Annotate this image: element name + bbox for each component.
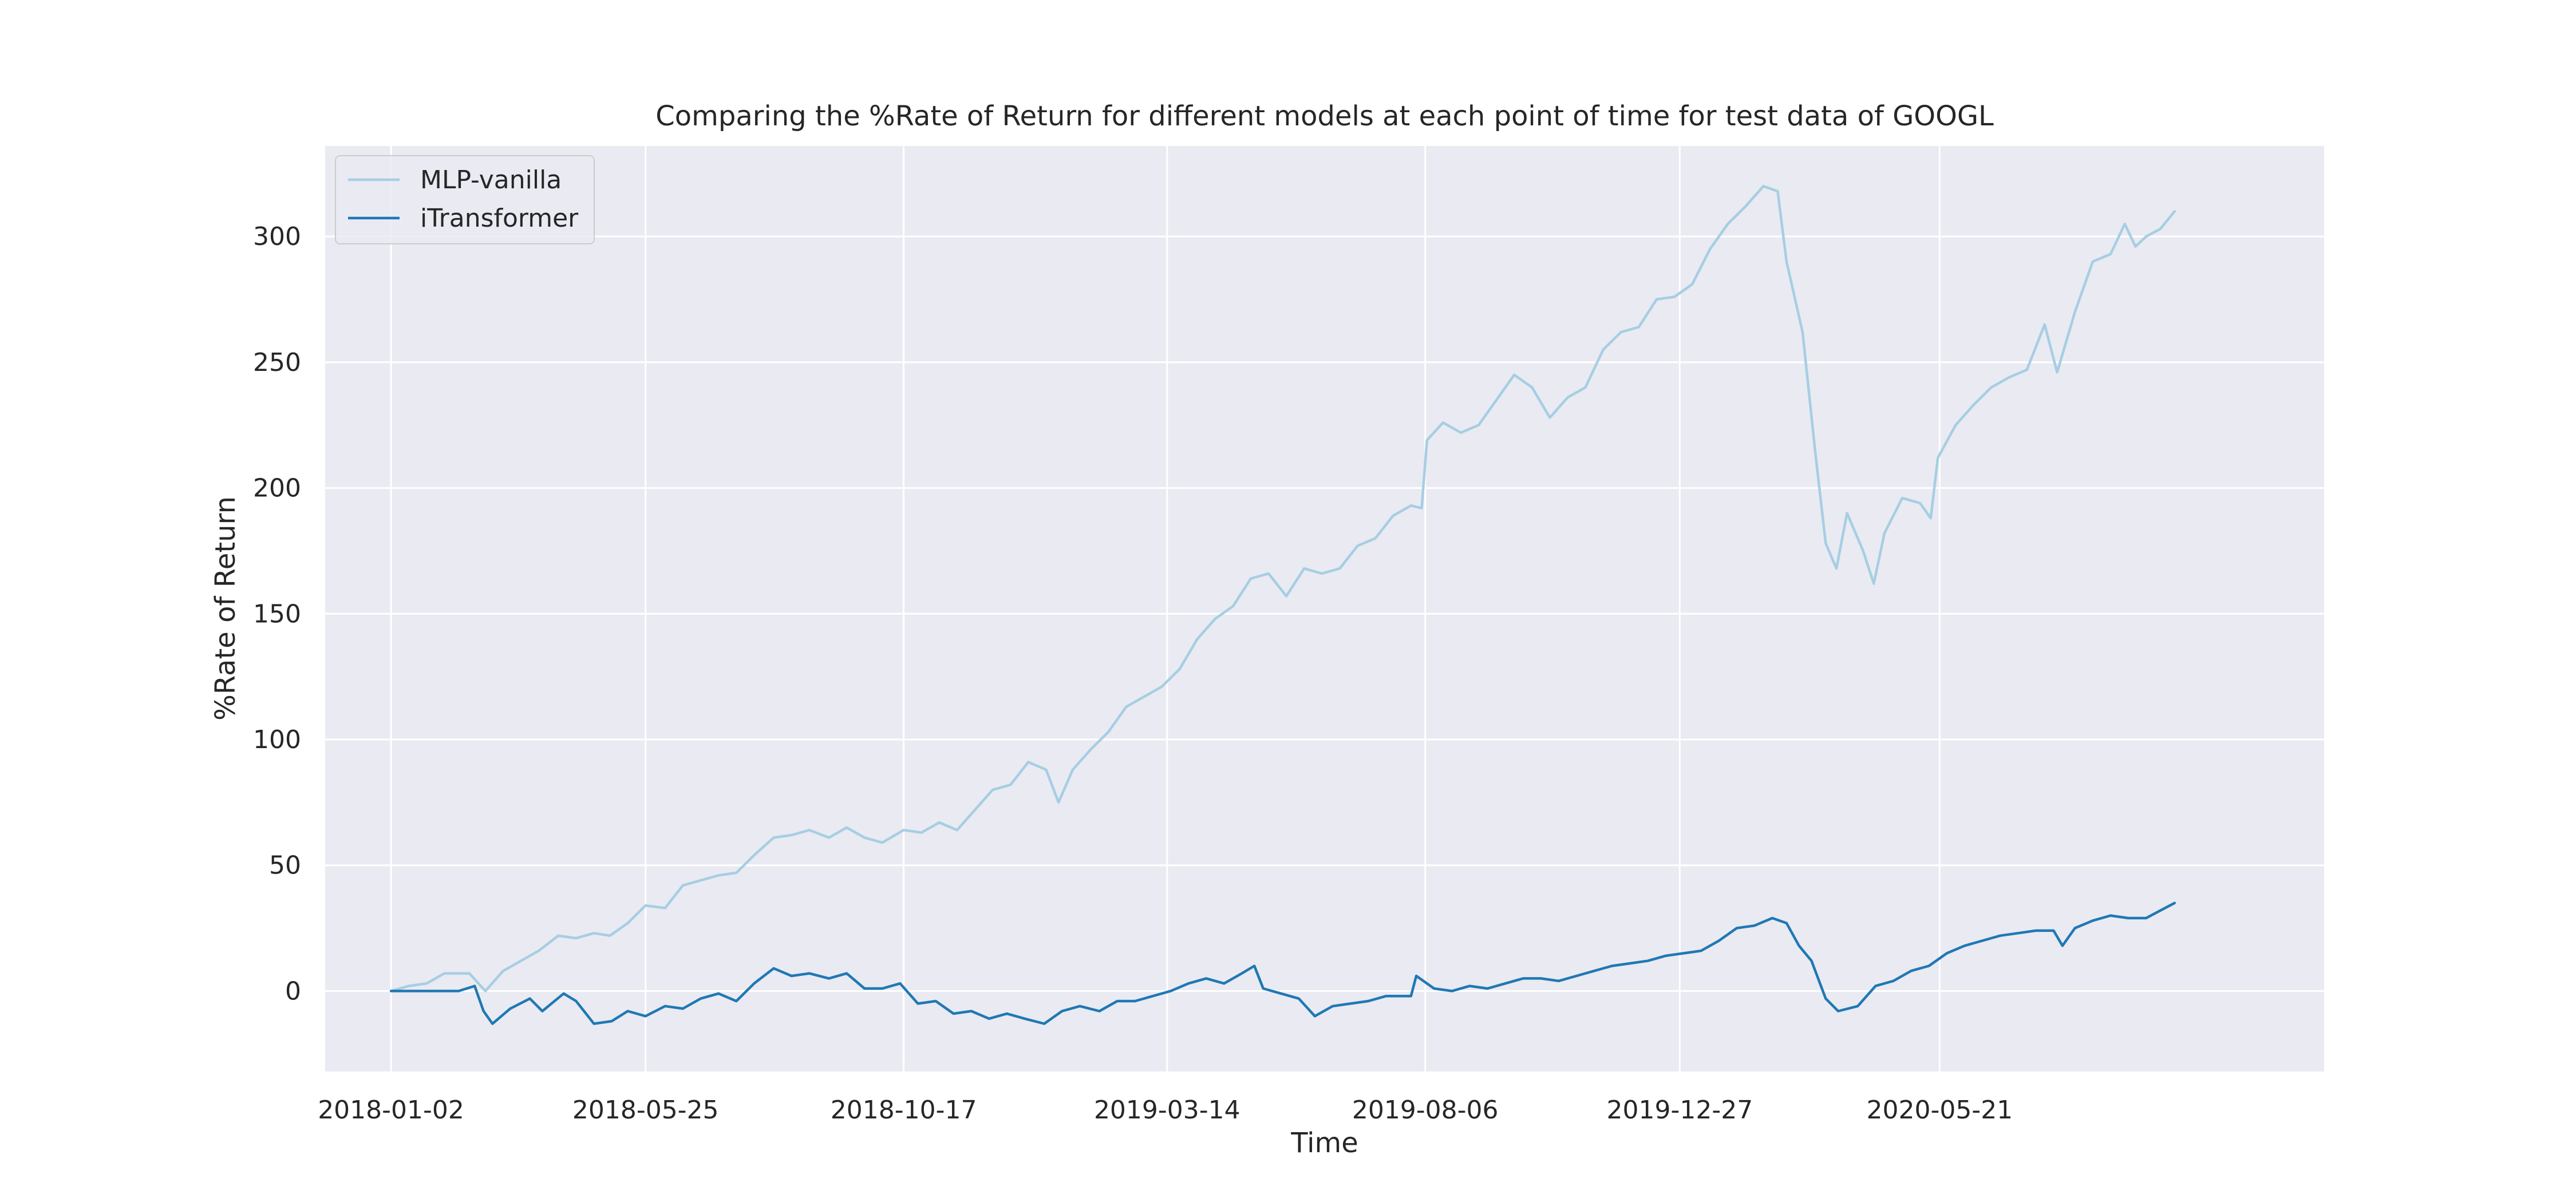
y-axis-label: %Rate of Return: [210, 496, 242, 721]
y-tick-label: 100: [253, 725, 301, 754]
plot-area: [325, 146, 2324, 1071]
x-tick-label: 2018-01-02: [318, 1096, 464, 1125]
y-tick-label: 300: [253, 222, 301, 251]
y-tick-label: 50: [269, 851, 301, 880]
x-tick-label: 2019-12-27: [1606, 1096, 1753, 1125]
legend: MLP-vanilla iTransformer: [335, 155, 595, 244]
x-axis: 2018-01-02 2018-05-25 2018-10-17 2019-03-14…: [318, 1096, 2013, 1125]
x-tick-label: 2019-03-14: [1094, 1096, 1240, 1125]
series-line-mlp-vanilla: [389, 185, 2176, 993]
y-axis: 0 50 100 150 200 250 300: [253, 222, 301, 1006]
y-tick-label: 150: [253, 599, 301, 628]
x-tick-label: 2020-05-21: [1866, 1096, 2013, 1125]
chart-title: Comparing the %Rate of Return for differ…: [655, 100, 1994, 132]
x-axis-label: Time: [1290, 1127, 1358, 1159]
y-tick-label: 200: [253, 474, 301, 503]
legend-box: [335, 155, 595, 244]
grid-lines: [325, 146, 2324, 1071]
y-tick-label: 250: [253, 348, 301, 377]
legend-label: iTransformer: [420, 204, 579, 233]
x-tick-label: 2019-08-06: [1352, 1096, 1499, 1125]
y-tick-label: 0: [285, 976, 301, 1006]
legend-label: MLP-vanilla: [420, 165, 562, 195]
x-tick-label: 2018-10-17: [831, 1096, 977, 1125]
series-line-itransformer: [389, 902, 2176, 1025]
x-tick-label: 2018-05-25: [572, 1096, 719, 1125]
series-lines: [389, 185, 2176, 1025]
